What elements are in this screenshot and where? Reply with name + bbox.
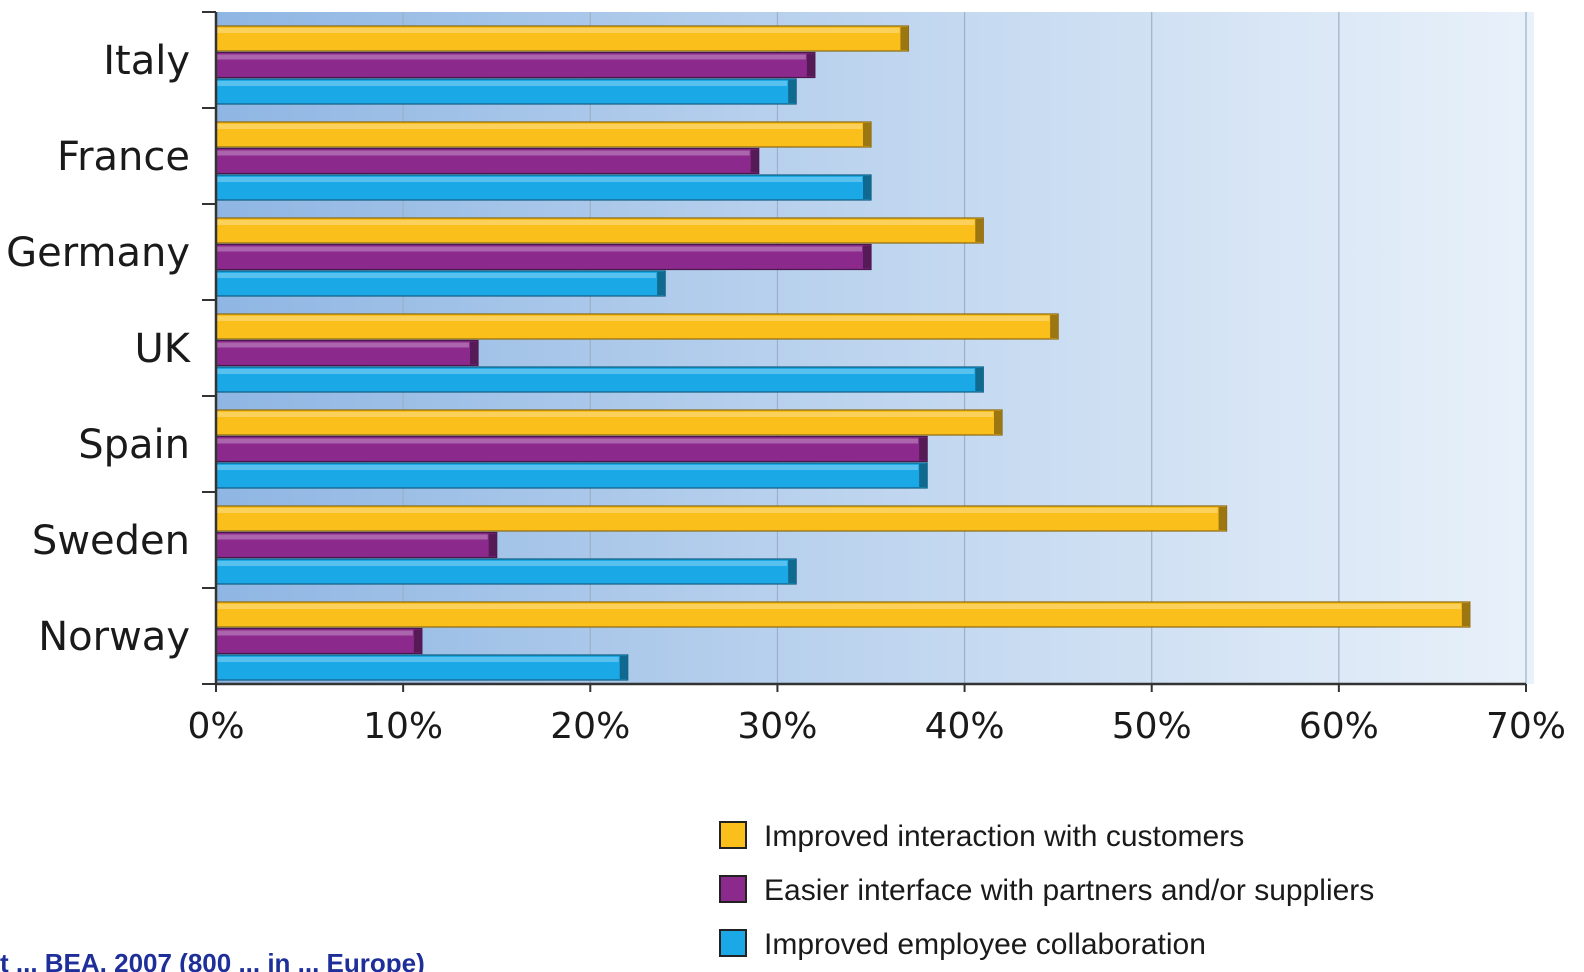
category-label: Germany	[6, 230, 190, 276]
bar-highlight	[216, 246, 862, 252]
legend-label: Improved interaction with customers	[764, 820, 1244, 853]
bar-france-series-1	[215, 121, 872, 148]
category-label: Norway	[38, 614, 190, 660]
bar-highlight	[216, 412, 993, 417]
category-labels: Italy France Germany UK Spain Sweden Norway	[6, 38, 192, 660]
bar-highlight	[216, 630, 413, 636]
bar-end-cap	[788, 80, 797, 103]
x-tick-label: 40%	[925, 706, 1005, 747]
legend-label: Improved employee collaboration	[764, 928, 1206, 961]
legend-swatch	[719, 821, 747, 849]
bar-end-cap	[750, 149, 759, 173]
bar-highlight	[216, 534, 488, 540]
bar-end-cap	[470, 341, 478, 365]
bar-end-cap	[919, 437, 928, 461]
x-tick-label: 10%	[363, 706, 443, 747]
x-tick-label: 30%	[737, 706, 817, 747]
legend-label: Easier interface with partners and/or su…	[764, 874, 1374, 907]
bar-end-cap	[806, 53, 815, 77]
bar-end-cap	[1050, 315, 1059, 338]
bar-sweden-series-1	[215, 505, 1228, 532]
legend-swatch	[719, 929, 747, 957]
x-tick-labels: 0% 10% 20% 30% 40% 50% 60% 70%	[187, 706, 1566, 747]
bar-france-series-3	[215, 174, 872, 201]
x-tick-label: 50%	[1112, 706, 1192, 747]
bar-highlight	[216, 177, 862, 182]
bar-highlight	[216, 657, 619, 662]
bar-highlight	[216, 28, 900, 33]
bar-highlight	[216, 54, 806, 60]
x-tick-label: 60%	[1299, 706, 1379, 747]
category-label: Spain	[78, 422, 190, 468]
legend-swatch	[719, 875, 747, 903]
bar-highlight	[216, 369, 975, 374]
bar-germany-series-2	[215, 243, 872, 271]
bar-highlight	[216, 561, 788, 566]
category-label: Italy	[103, 38, 190, 84]
bar-end-cap	[900, 27, 909, 50]
bar-end-cap	[975, 219, 984, 242]
legend: Improved interaction with customers Easie…	[719, 820, 1374, 961]
bar-highlight	[216, 273, 657, 278]
bar-highlight	[216, 342, 469, 348]
bar-end-cap	[619, 656, 628, 679]
category-label: UK	[134, 326, 191, 372]
category-label: Sweden	[32, 518, 190, 564]
bar-end-cap	[657, 272, 666, 295]
bar-highlight	[216, 508, 1218, 513]
axes	[202, 11, 1527, 692]
bar-germany-series-1	[215, 217, 984, 244]
bar-end-cap	[975, 368, 984, 391]
bar-end-cap	[1461, 603, 1470, 626]
bar-highlight	[216, 124, 862, 129]
bar-end-cap	[413, 629, 422, 653]
bar-end-cap	[919, 464, 928, 487]
x-tick-label: 70%	[1486, 706, 1566, 747]
bar-highlight	[216, 81, 788, 86]
bar-end-cap	[1218, 507, 1227, 530]
x-tick-label: 20%	[550, 706, 630, 747]
bar-end-cap	[994, 411, 1002, 434]
bar-highlight	[216, 316, 1050, 321]
bar-highlight	[216, 604, 1461, 609]
bar-spain-series-1	[215, 409, 1003, 436]
source-note: t ... BEA, 2007 (800 ... in ... Europe)	[0, 948, 425, 972]
bar-end-cap	[863, 123, 871, 146]
bar-highlight	[216, 438, 919, 444]
bar-end-cap	[863, 176, 871, 199]
bar-highlight	[216, 220, 975, 225]
bars	[215, 25, 1471, 681]
bar-highlight	[216, 150, 750, 156]
bar-end-cap	[488, 533, 497, 557]
x-tick-label: 0%	[187, 706, 244, 747]
category-label: France	[57, 134, 190, 180]
bar-end-cap	[788, 560, 797, 583]
bar-end-cap	[863, 245, 871, 269]
bar-highlight	[216, 465, 919, 470]
bar-spain-series-2	[215, 435, 928, 463]
